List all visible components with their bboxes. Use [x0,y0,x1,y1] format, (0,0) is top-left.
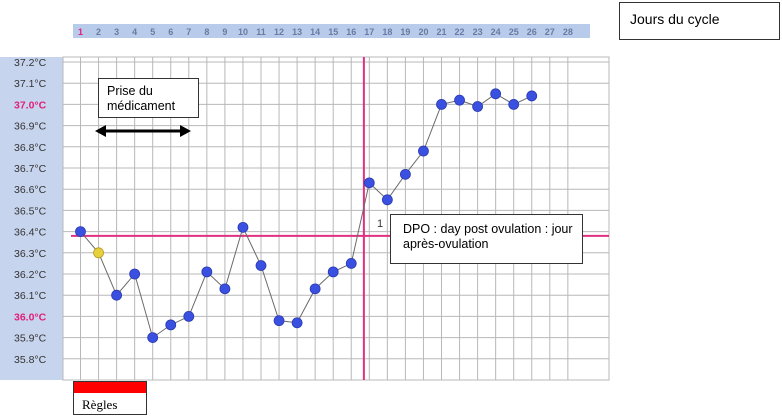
day-tick-label: 19 [400,27,410,37]
day-tick-label: 23 [473,27,483,37]
day-tick-label: 4 [132,27,137,37]
y-tick-label: 37.2°C [14,57,47,69]
y-tick-label: 36.1°C [14,290,47,302]
day-tick-label: 3 [114,27,119,37]
y-tick-label: 36.6°C [14,184,47,196]
dpo-marker: 1 [377,218,384,230]
y-tick-label: 37.1°C [14,78,47,90]
day-tick-label: 21 [436,27,446,37]
data-point [381,194,393,206]
data-point [183,310,195,322]
day-tick-label: 6 [168,27,173,37]
day-tick-label: 16 [346,27,356,37]
y-tick-label: 36.7°C [14,163,47,175]
day-tick-label: 18 [382,27,392,37]
data-point [219,283,231,295]
y-tick-label: 37.0°C [14,99,47,111]
y-tick-label: 36.2°C [14,269,47,281]
legend-label: Jours du cycle [630,11,720,27]
day-tick-label: 8 [204,27,209,37]
day-tick-label: 9 [222,27,227,37]
day-tick-label: 28 [563,27,573,37]
day-tick-label: 25 [509,27,519,37]
arrow-head-right [180,125,191,137]
day-tick-label: 11 [256,27,266,37]
regles-bar [74,382,146,393]
day-tick-label: 7 [186,27,191,37]
y-tick-label: 36.4°C [14,227,47,239]
day-tick-label: 27 [545,27,555,37]
temperature-series [75,88,538,344]
regles-label: Règles [82,397,118,412]
data-point [201,266,213,278]
day-tick-label: 17 [364,27,374,37]
data-point [129,268,141,280]
arrow-head-left [95,125,106,137]
data-point [436,99,447,110]
y-tick-label: 36.8°C [14,142,47,154]
data-point [472,101,484,112]
day-tick-label: 24 [491,27,501,37]
medication-arrow [95,125,191,137]
y-tick-label: 36.3°C [14,248,47,260]
data-point [237,221,249,233]
y-tick-label: 35.8°C [14,354,47,366]
day-tick-label: 1 [78,27,83,37]
data-point [526,90,538,102]
axis-strip-bg [0,57,63,380]
data-point [309,283,321,295]
day-tick-label: 26 [527,27,537,37]
y-tick-label: 36.9°C [14,121,47,133]
day-tick-label: 13 [292,27,302,37]
day-tick-label: 12 [274,27,284,37]
day-strip-bg [73,24,590,38]
day-tick-label: 22 [455,27,465,37]
y-tick-label: 35.9°C [14,333,47,345]
medication-annotation: Prise du médicament [98,78,199,118]
data-point [490,88,502,100]
data-point [508,99,520,110]
data-point [345,257,357,269]
data-point [111,289,122,301]
data-point [454,94,465,106]
dpo-annotation: DPO : day post ovulation : jour après-ov… [390,214,583,264]
day-tick-label: 15 [328,27,338,37]
data-point [75,226,86,238]
day-tick-label: 20 [418,27,428,37]
day-tick-label: 5 [150,27,155,37]
data-point [165,319,177,331]
day-number-strip: 1 2 3 4 5 6 7 8 9 10 11 12 13 14 15 16 17 18 19 20 21 22 23 24 2… [73,24,590,38]
dpo-label: DPO : day post ovulation : jour après-ov… [403,222,573,251]
y-tick-label: 36.5°C [14,205,47,217]
data-point [363,177,375,189]
data-point [291,317,303,329]
y-tick-label: 36.0°C [14,311,47,323]
data-point [418,145,429,157]
data-point [327,266,339,278]
day-tick-label: 14 [310,27,320,37]
day-tick-label: 2 [96,27,101,37]
temperature-axis-strip: 37.2°C 37.1°C 37.0°C 36.9°C 36.8°C 36.7°C 36.6… [0,57,63,380]
legend-jours-du-cycle: Jours du cycle [619,2,780,40]
data-point [147,332,159,344]
medication-label: Prise du médicament [107,84,176,113]
data-point [93,247,104,259]
data-point [399,168,411,180]
regles-annotation: Règles [73,381,147,415]
data-point [255,260,267,271]
day-tick-label: 10 [238,27,248,37]
data-point [273,315,285,327]
